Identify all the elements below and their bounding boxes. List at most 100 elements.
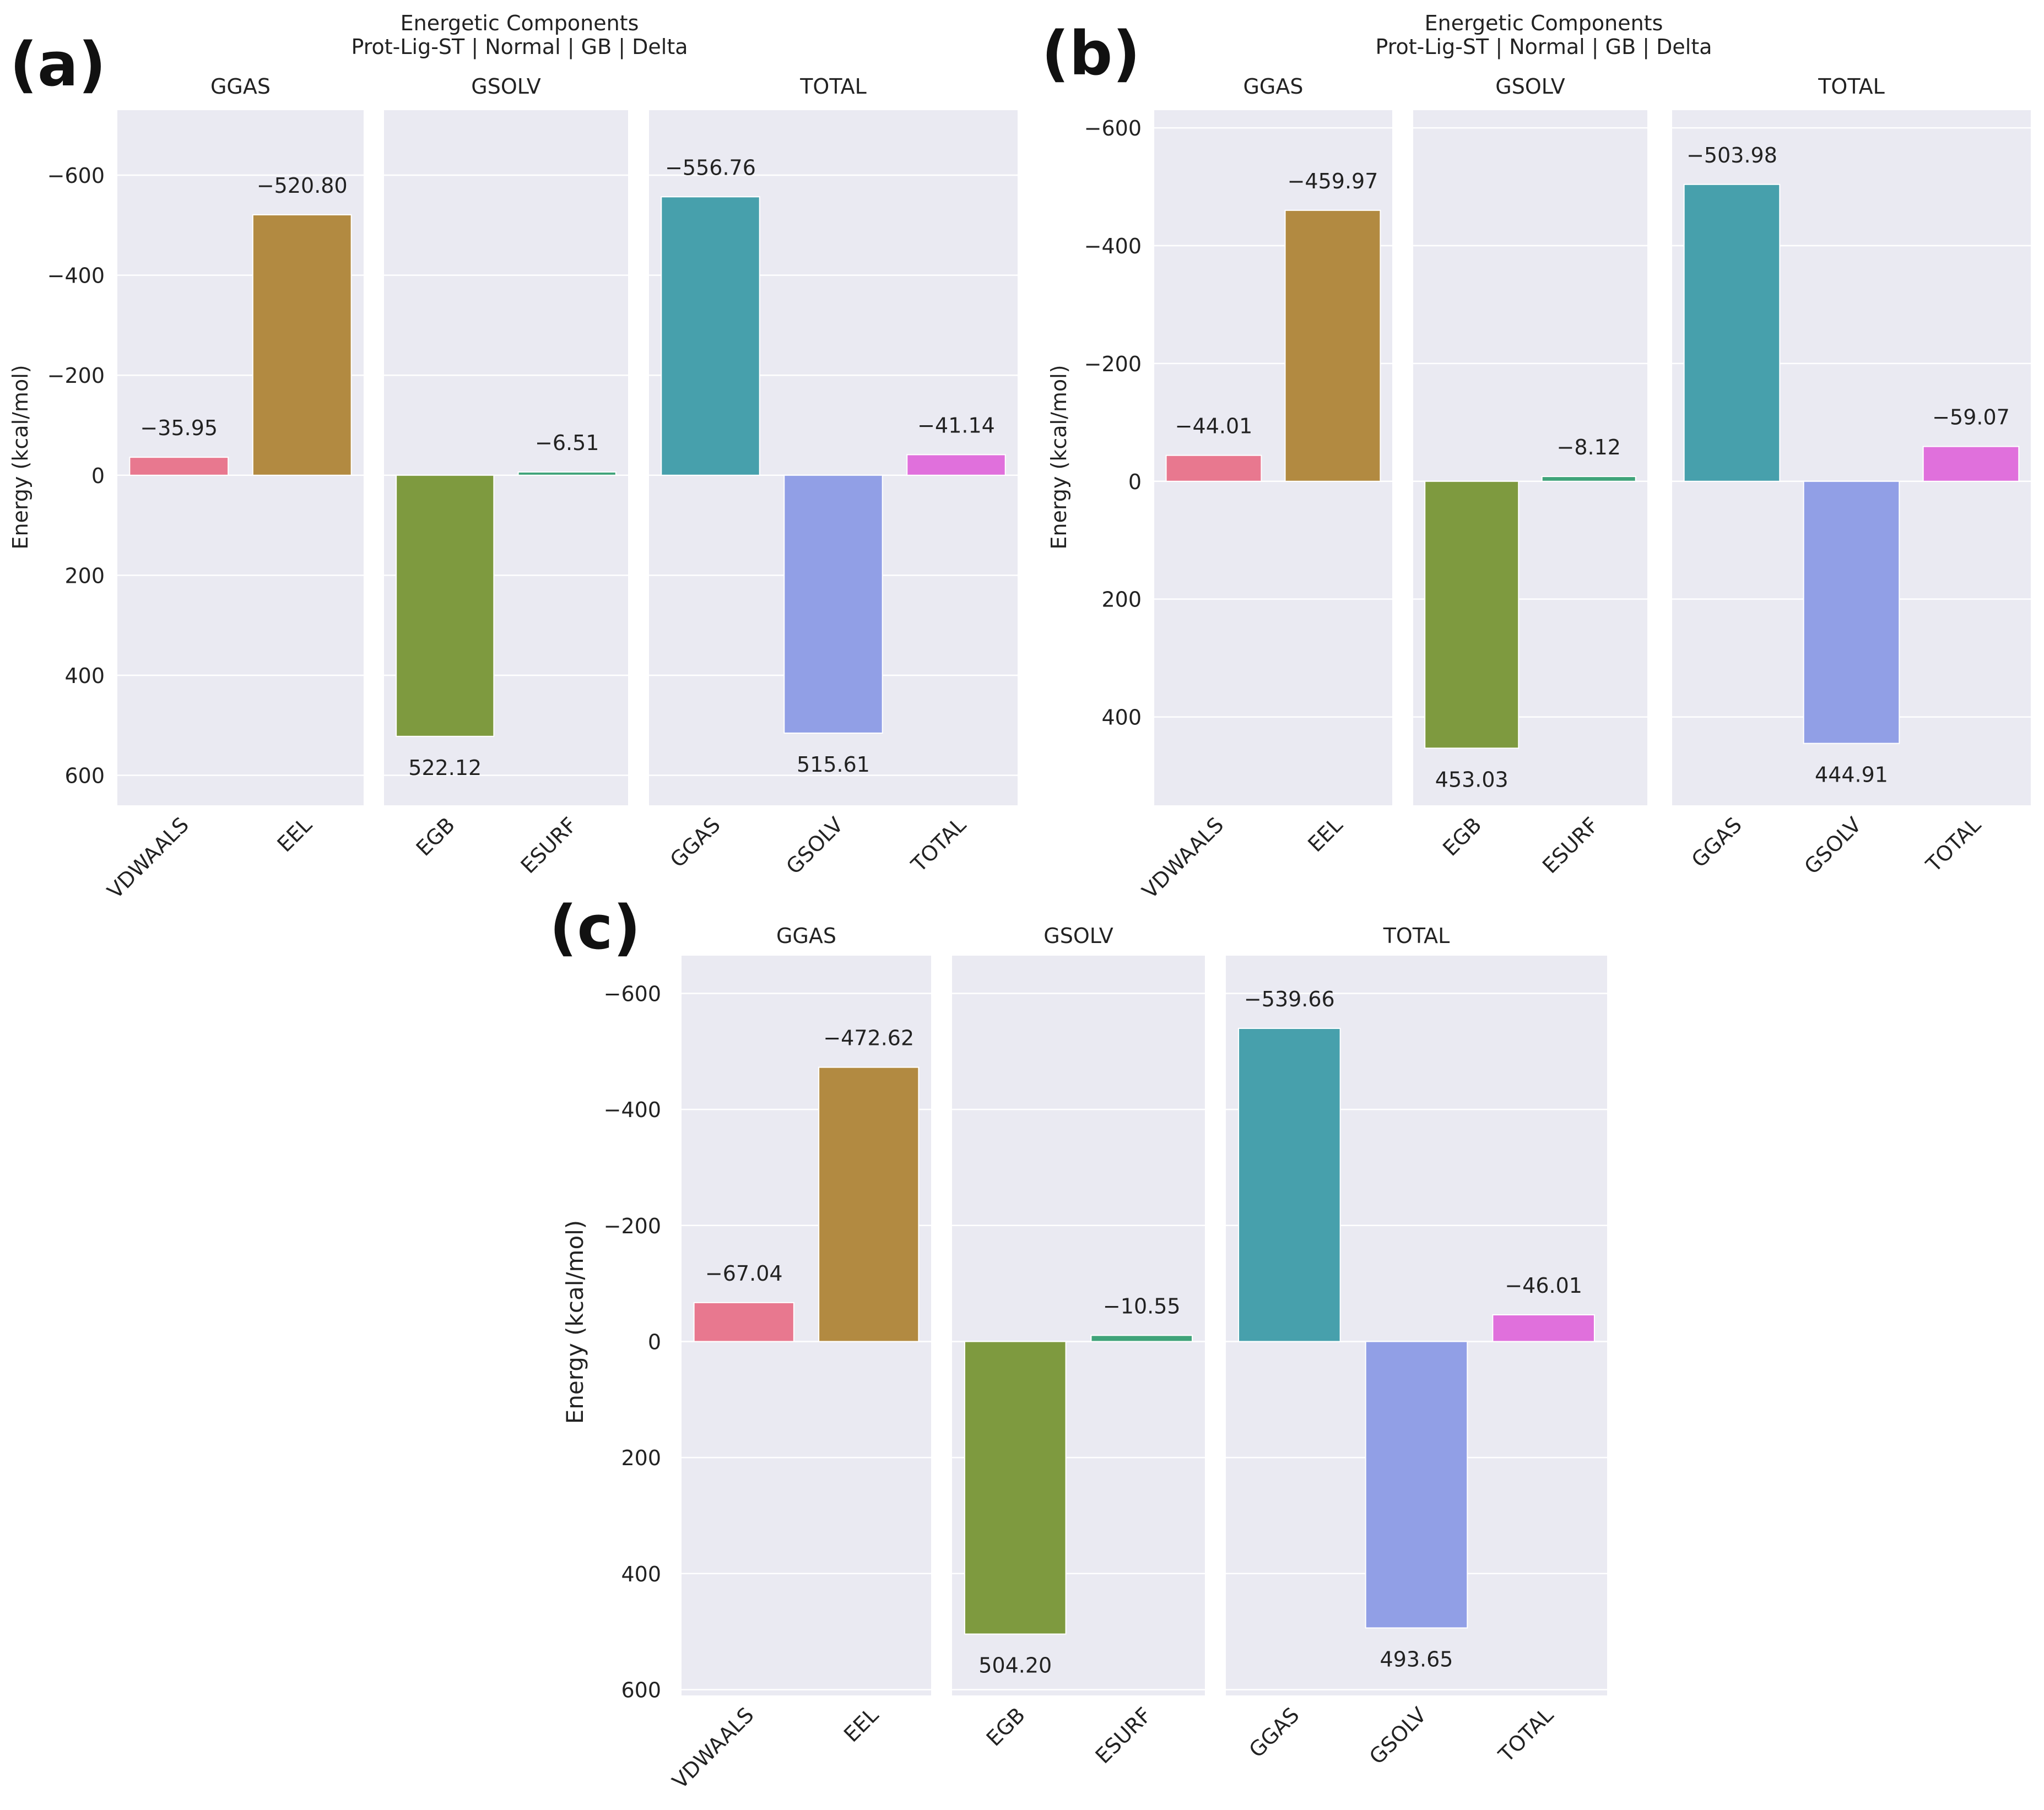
bar-esurf	[1541, 476, 1636, 482]
bar-total	[1492, 1314, 1595, 1342]
bar-value-label: 444.91	[1815, 763, 1888, 787]
y-tick-label: −200	[604, 1214, 661, 1238]
bar-value-label: 515.61	[797, 752, 870, 777]
facet-total: TOTAL −556.76 GGAS 515.61 GSOLV −41.14 TOTAL	[649, 74, 1018, 879]
y-tick-label: −200	[1084, 352, 1142, 376]
x-tick-label: GSOLV	[1799, 812, 1866, 879]
bar-value-label: −472.62	[823, 1026, 914, 1050]
y-tick-label: 0	[91, 464, 105, 488]
x-tick-label: ESURF	[516, 812, 582, 878]
x-tick-label: TOTAL	[906, 812, 971, 877]
y-tick-label: 200	[621, 1446, 661, 1470]
facet-gsolv: GSOLV 522.12 EGB −6.51 ESURF	[384, 74, 628, 878]
x-tick-label: GSOLV	[781, 812, 848, 879]
x-tick-label: EGB	[982, 1703, 1030, 1751]
y-tick-label: 0	[648, 1330, 661, 1354]
bar-value-label: −44.01	[1175, 414, 1253, 438]
x-tick-label: GGAS	[1244, 1703, 1304, 1762]
y-tick-label: 600	[64, 764, 105, 788]
panel-c: (c) Energy (kcal/mol) −600 −400 −200 0 200 400 6…	[549, 892, 1607, 1793]
bar-esurf	[1090, 1335, 1193, 1342]
x-tick-label: EGB	[412, 812, 459, 860]
y-tick-label: −400	[604, 1098, 661, 1122]
bar-value-label: −41.14	[917, 413, 995, 437]
y-tick-label: 200	[1101, 588, 1142, 612]
x-tick-label: VDWAALS	[102, 812, 193, 903]
bar-value-label: 493.65	[1380, 1647, 1453, 1671]
bar-egb	[396, 474, 495, 737]
bar-vdwaals	[693, 1302, 794, 1342]
bar-value-label: −10.55	[1103, 1294, 1181, 1318]
bar-vdwaals	[1165, 454, 1262, 482]
y-axis-label: Energy (kcal/mol)	[1047, 365, 1071, 549]
bar-value-label: −503.98	[1686, 143, 1777, 167]
bar-value-label: −556.76	[665, 155, 756, 180]
y-tick-label: 400	[621, 1562, 661, 1586]
facet-title: GGAS	[1243, 74, 1303, 99]
x-tick-label: EEL	[1303, 812, 1347, 857]
bar-eel	[818, 1066, 920, 1342]
bar-total	[906, 454, 1006, 476]
y-tick-label: 0	[1128, 470, 1142, 494]
facet-title: GGAS	[776, 924, 836, 948]
y-tick-label: 200	[64, 563, 105, 588]
chart-subtitle: Prot-Lig-ST | Normal | GB | Delta	[351, 35, 688, 59]
y-tick-label: −600	[47, 164, 105, 188]
x-tick-label: EEL	[839, 1703, 883, 1747]
y-tick-label: 400	[64, 664, 105, 688]
y-tick-label: −400	[1084, 234, 1142, 258]
chart-title: Energetic Components	[401, 11, 639, 35]
panel-letter: (c)	[549, 892, 641, 963]
y-tick-label: −600	[1084, 116, 1142, 140]
bar-ggas	[1683, 183, 1781, 482]
facet-gsolv: GSOLV 504.20 EGB −10.55 ESURF	[952, 924, 1205, 1768]
bar-value-label: −459.97	[1288, 169, 1378, 193]
x-tick-label: GGAS	[1687, 812, 1746, 872]
y-tick-label: −400	[47, 264, 105, 288]
y-tick-label: 600	[621, 1678, 661, 1702]
bar-value-label: −6.51	[535, 431, 599, 455]
x-tick-label: VDWAALS	[1138, 812, 1229, 903]
facet-title: TOTAL	[1818, 74, 1885, 99]
y-tick-label: −200	[47, 364, 105, 388]
y-tick-label: 400	[1101, 706, 1142, 730]
bar-ggas	[1238, 1028, 1341, 1342]
x-tick-label: ESURF	[1538, 812, 1603, 878]
x-tick-label: VDWAALS	[668, 1703, 759, 1793]
x-tick-label: TOTAL	[1494, 1703, 1558, 1767]
bar-ggas	[661, 196, 760, 476]
y-axis-label: Energy (kcal/mol)	[8, 365, 33, 549]
bar-value-label: 453.03	[1435, 767, 1508, 792]
bar-eel	[252, 214, 352, 476]
chart-title: Energetic Components	[1425, 11, 1663, 35]
facet-title: GSOLV	[1043, 924, 1113, 948]
bar-gsolv	[783, 474, 883, 734]
bar-value-label: −539.66	[1244, 987, 1335, 1011]
facet-ggas: GGAS −35.95 VDWAALS −520.80 EEL	[102, 74, 364, 903]
bar-vdwaals	[129, 457, 229, 476]
bar-eel	[1284, 209, 1381, 482]
facet-title: GSOLV	[1495, 74, 1565, 99]
bar-value-label: 522.12	[408, 756, 482, 780]
y-tick-label: −600	[604, 982, 661, 1006]
facet-total: TOTAL −539.66 GGAS 493.65 GSOLV −46.01 TOTAL	[1226, 924, 1607, 1769]
bar-value-label: −46.01	[1505, 1273, 1582, 1298]
x-tick-label: ESURF	[1091, 1703, 1156, 1768]
facet-gsolv: GSOLV 453.03 EGB −8.12 ESURF	[1413, 74, 1647, 878]
bar-value-label: −35.95	[140, 416, 218, 440]
x-tick-label: EGB	[1438, 812, 1486, 860]
facet-title: GGAS	[210, 74, 271, 99]
bar-value-label: −8.12	[1557, 435, 1621, 459]
facet-title: TOTAL	[1383, 924, 1450, 948]
bar-value-label: −67.04	[705, 1261, 783, 1286]
facet-ggas: GGAS −44.01 VDWAALS −459.97 EEL	[1138, 74, 1392, 903]
x-tick-label: GGAS	[666, 812, 725, 872]
bar-total	[1922, 446, 2020, 482]
bar-gsolv	[1365, 1341, 1468, 1629]
panel-letter: (b)	[1041, 18, 1140, 89]
y-axis-label: Energy (kcal/mol)	[561, 1220, 588, 1424]
bar-egb	[964, 1341, 1067, 1635]
x-tick-label: TOTAL	[1921, 812, 1986, 877]
